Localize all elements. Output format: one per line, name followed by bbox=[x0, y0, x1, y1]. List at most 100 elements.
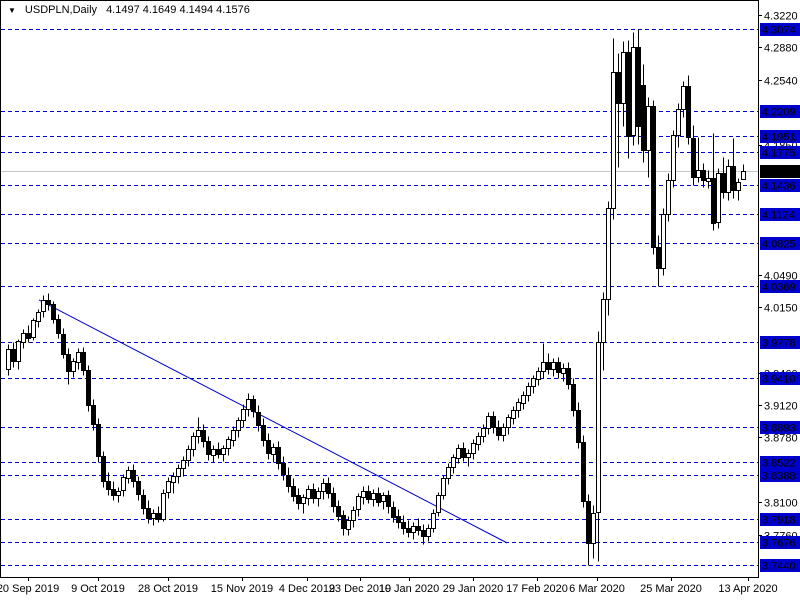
y-axis-tick-label: 3.9120 bbox=[764, 401, 798, 413]
candle-body-bull bbox=[6, 349, 11, 370]
candle-body-bull bbox=[666, 180, 671, 215]
candle-body-bull bbox=[541, 362, 546, 372]
candle-body-bear bbox=[61, 334, 66, 355]
candle-body-bull bbox=[506, 417, 511, 428]
price-level-badge-bg bbox=[760, 146, 800, 159]
candle bbox=[451, 454, 456, 474]
candle-body-bear bbox=[266, 440, 271, 454]
y-axis-tick-label: 4.0150 bbox=[764, 303, 798, 315]
candle bbox=[601, 292, 606, 371]
candle bbox=[66, 348, 71, 385]
candle bbox=[101, 451, 106, 488]
candle bbox=[716, 168, 721, 229]
candle bbox=[26, 325, 31, 343]
candle-body-bear bbox=[51, 304, 56, 320]
candle-body-bull bbox=[611, 72, 616, 209]
y-axis[interactable]: 4.32204.28804.25404.18504.04904.01503.94… bbox=[758, 11, 800, 573]
candle bbox=[621, 41, 626, 127]
candle bbox=[401, 515, 406, 535]
candle-body-bear bbox=[366, 491, 371, 500]
candle bbox=[361, 486, 366, 505]
candle-body-bull bbox=[221, 448, 226, 455]
candle bbox=[586, 494, 591, 566]
candle bbox=[156, 506, 161, 523]
candle-body-bull bbox=[381, 495, 386, 502]
candle bbox=[426, 524, 431, 542]
candle-body-bull bbox=[226, 439, 231, 449]
candle bbox=[416, 518, 421, 536]
candle-body-bear bbox=[156, 513, 161, 520]
candle-body-bear bbox=[216, 449, 221, 455]
candle-body-bull bbox=[301, 497, 306, 504]
candle bbox=[366, 485, 371, 504]
candle-body-bear bbox=[111, 489, 116, 496]
candle bbox=[696, 137, 701, 183]
candle bbox=[421, 524, 426, 545]
candle-body-bear bbox=[731, 166, 736, 191]
price-level-badge: 3.7676 bbox=[760, 536, 800, 550]
candle-body-bull bbox=[521, 395, 526, 404]
price-level-badge-label: 3.8388 bbox=[762, 471, 796, 483]
candle bbox=[231, 426, 236, 447]
candle-body-bull bbox=[486, 416, 491, 429]
candle-body-bull bbox=[186, 449, 191, 461]
candle bbox=[121, 474, 126, 497]
x-axis-date-label: 10 Jan 2020 bbox=[379, 583, 440, 595]
candle bbox=[431, 509, 436, 533]
x-axis-date-label: 6 Mar 2020 bbox=[569, 583, 625, 595]
candle bbox=[196, 417, 201, 444]
candle bbox=[291, 478, 296, 502]
candle-body-bull bbox=[591, 513, 596, 544]
candle bbox=[241, 404, 246, 428]
candle bbox=[221, 445, 226, 462]
candle bbox=[141, 489, 146, 515]
candle bbox=[721, 157, 726, 199]
candle bbox=[471, 439, 476, 460]
candle-body-bear bbox=[286, 475, 291, 487]
candle bbox=[106, 472, 111, 496]
candle bbox=[91, 399, 96, 431]
candle-body-bull bbox=[601, 299, 606, 343]
candle-body-bear bbox=[261, 425, 266, 441]
candle-body-bull bbox=[481, 428, 486, 437]
candle-body-bull bbox=[116, 491, 121, 496]
candle-body-bear bbox=[206, 441, 211, 455]
candle bbox=[591, 505, 596, 559]
trendline[interactable] bbox=[38, 299, 508, 544]
current-price-badge-bg bbox=[760, 165, 800, 178]
candle bbox=[656, 235, 661, 287]
candle-body-bear bbox=[146, 508, 151, 519]
candle-body-bear bbox=[391, 507, 396, 518]
candle-body-bull bbox=[361, 491, 366, 498]
candle bbox=[631, 32, 636, 146]
price-level-badge: 3.7918 bbox=[760, 513, 800, 527]
candle bbox=[516, 398, 521, 418]
candle-body-bull bbox=[551, 362, 556, 370]
price-level-badge: 4.1124 bbox=[760, 208, 800, 222]
candle bbox=[76, 348, 81, 370]
candle-body-bull bbox=[241, 409, 246, 421]
candle bbox=[11, 342, 16, 368]
candle bbox=[281, 456, 286, 481]
candle-body-bull bbox=[631, 47, 636, 136]
symbol-marker-icon: ▼ bbox=[8, 5, 16, 15]
candle-body-bear bbox=[96, 424, 101, 457]
price-level-badge: 3.7440 bbox=[760, 559, 800, 573]
candle bbox=[376, 487, 381, 507]
candle-body-bull bbox=[741, 171, 746, 180]
candle-body-bear bbox=[721, 173, 726, 193]
current-price-badge-label: 4.1576 bbox=[762, 167, 796, 179]
candle bbox=[206, 436, 211, 461]
candle-body-bear bbox=[251, 399, 256, 412]
price-level-badge-bg bbox=[760, 208, 800, 221]
x-axis[interactable]: 20 Sep 2019 9 Oct 2019 28 Oct 2019 15 Nov 2… bbox=[0, 577, 778, 595]
candle bbox=[526, 382, 531, 402]
candle bbox=[136, 476, 141, 501]
candle bbox=[31, 318, 36, 341]
candle-body-bear bbox=[651, 106, 656, 248]
price-level-badge: 4.1951 bbox=[760, 130, 800, 144]
candle bbox=[161, 489, 166, 522]
candle bbox=[491, 411, 496, 434]
candle-body-bear bbox=[416, 526, 421, 531]
